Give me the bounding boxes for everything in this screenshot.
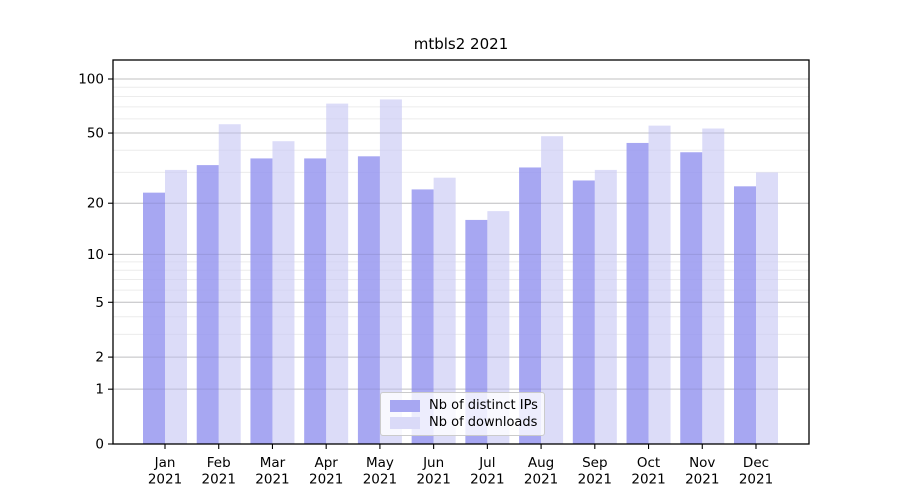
bar-ips-May (357, 156, 380, 444)
y-tick-label-100: 100 (78, 72, 104, 88)
x-tick-label-Feb: Feb 2021 (202, 455, 236, 488)
bar-ips-Nov (680, 152, 703, 444)
bar-downloads-Apr (326, 103, 349, 444)
bar-ips-Dec (733, 186, 756, 444)
legend-item-distinct-ips: Nb of distinct IPs (390, 397, 538, 414)
bar-downloads-Mar (272, 141, 295, 445)
plot-border (112, 59, 810, 445)
y-tick-label-20: 20 (87, 196, 104, 212)
bar-downloads-May (379, 99, 402, 444)
y-tick-label-2: 2 (95, 350, 104, 366)
chart-title: mtbls2 2021 (413, 35, 509, 53)
bar-downloads-Feb (218, 124, 241, 445)
bar-downloads-Jul (487, 211, 510, 444)
legend-swatch-distinct-ips (390, 399, 420, 412)
x-tick-label-Aug: Aug 2021 (524, 455, 558, 488)
legend-swatch-downloads (390, 416, 420, 429)
bar-ips-Jul (465, 219, 488, 444)
bar-downloads-Sep (594, 169, 617, 444)
y-tick-label-10: 10 (87, 247, 104, 263)
bar-ips-Jun (411, 189, 434, 444)
bar-downloads-Jan (165, 169, 187, 444)
legend-label-distinct-ips: Nb of distinct IPs (429, 398, 538, 413)
bar-ips-Oct (626, 142, 649, 444)
bar-ips-Mar (250, 158, 273, 444)
gridline-overlay (113, 78, 809, 390)
y-tick-label-5: 5 (95, 295, 104, 311)
bar-downloads-Dec (755, 172, 778, 444)
x-tick-label-May: May 2021 (363, 455, 397, 488)
x-tick-label-Nov: Nov 2021 (685, 455, 719, 488)
x-tick-label-Jan: Jan 2021 (148, 455, 182, 488)
bar-downloads-Oct (648, 125, 671, 444)
y-tick-label-1: 1 (95, 382, 104, 398)
legend-label-downloads: Nb of downloads (429, 415, 538, 430)
x-tick-label-Mar: Mar 2021 (255, 455, 289, 488)
legend-item-downloads: Nb of downloads (390, 414, 538, 431)
x-tick-label-Dec: Dec 2021 (739, 455, 773, 488)
x-tick-label-Apr: Apr 2021 (309, 455, 343, 488)
x-tick-label-Sep: Sep 2021 (578, 455, 612, 488)
y-tick-label-50: 50 (87, 126, 104, 142)
bar-downloads-Jun (433, 177, 456, 444)
x-tick-label-Jun: Jun 2021 (416, 455, 450, 488)
bar-ips-Apr (304, 158, 327, 444)
x-tick-label-Jul: Jul 2021 (470, 455, 504, 488)
bar-ips-Feb (196, 165, 219, 444)
bar-ips-Sep (572, 180, 595, 444)
bar-downloads-Aug (541, 136, 564, 444)
bars-series-1 (165, 99, 778, 445)
bar-ips-Aug (519, 167, 542, 445)
y-axis: 0 1 2 5 10 20 50 100 (78, 72, 113, 453)
bars-series-0 (143, 142, 756, 445)
bar-downloads-Nov (702, 128, 725, 445)
legend: Nb of distinct IPs Nb of downloads (380, 392, 545, 436)
x-tick-label-Oct: Oct 2021 (631, 455, 665, 488)
bar-ips-Jan (143, 192, 165, 444)
x-axis: Jan 2021 Feb 2021 Mar 2021 Apr 2021 May 2021 Jun 20… (148, 444, 773, 488)
y-tick-label-0: 0 (95, 437, 104, 453)
